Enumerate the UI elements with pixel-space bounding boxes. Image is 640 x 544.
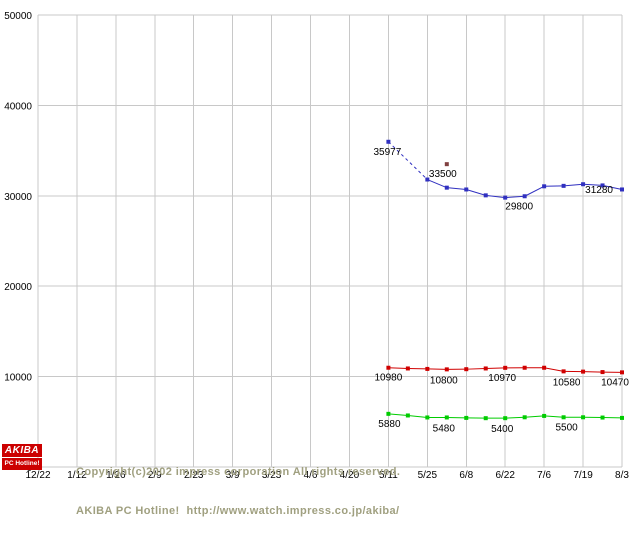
svg-text:10470: 10470 [601,377,629,388]
svg-text:10980: 10980 [374,373,402,384]
svg-text:35977: 35977 [373,147,401,158]
copyright-text: Copyright(c)2002 impress corporation All… [76,440,400,544]
svg-text:10970: 10970 [488,373,516,384]
svg-text:6/22: 6/22 [495,470,515,480]
svg-text:5400: 5400 [491,424,514,435]
svg-text:31280: 31280 [585,185,613,196]
svg-text:20000: 20000 [4,282,32,293]
svg-text:30000: 30000 [4,192,32,203]
svg-text:10580: 10580 [553,377,581,388]
svg-text:10800: 10800 [430,375,458,386]
svg-text:50000: 50000 [4,11,32,22]
svg-text:33500: 33500 [429,169,457,180]
logo-akiba-text: AKIBA [2,444,42,457]
copyright-line2: AKIBA PC Hotline! http://www.watch.impre… [76,505,400,518]
logo-pc-hotline-text: PC Hotline! [2,458,42,471]
svg-text:40000: 40000 [4,101,32,112]
price-trend-chart: 0100002000030000400005000012/221/121/262… [0,0,640,480]
svg-text:7/19: 7/19 [573,470,593,480]
svg-text:5/25: 5/25 [418,470,438,480]
akiba-pc-hotline-logo: AKIBA PC Hotline! [2,444,42,470]
svg-text:12/22: 12/22 [25,470,50,480]
svg-text:5500: 5500 [555,422,578,433]
svg-text:5480: 5480 [433,423,456,434]
svg-text:7/6: 7/6 [537,470,551,480]
svg-text:10000: 10000 [4,373,32,384]
svg-text:29800: 29800 [505,202,533,213]
svg-text:8/3: 8/3 [615,470,629,480]
svg-text:5880: 5880 [378,419,401,430]
svg-text:6/8: 6/8 [459,470,473,480]
price-trend-chart-page: 0100002000030000400005000012/221/121/262… [0,0,640,480]
copyright-line1: Copyright(c)2002 impress corporation All… [76,466,400,479]
